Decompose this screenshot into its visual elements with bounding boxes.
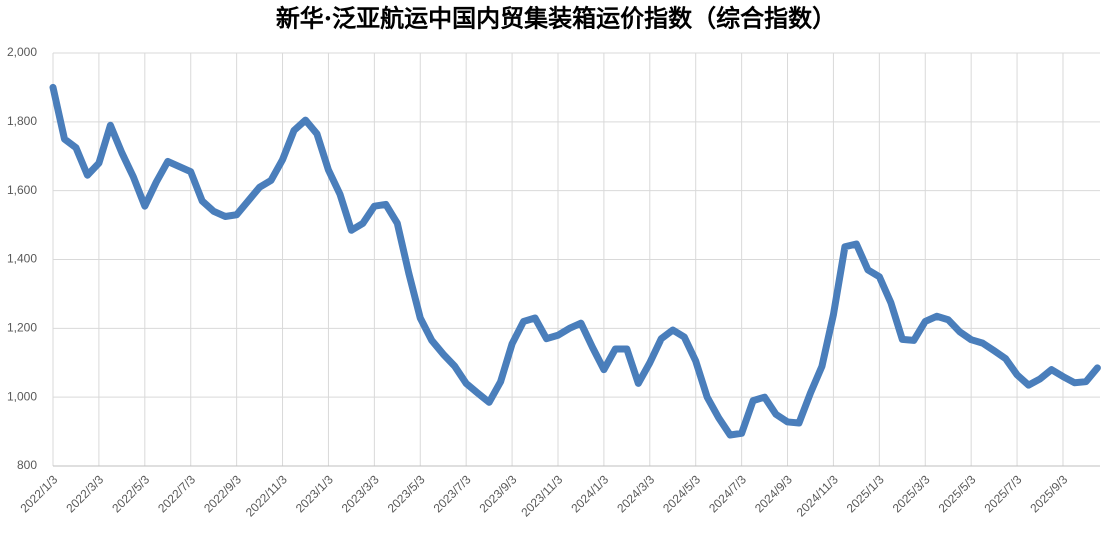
x-tick-label: 2025/1/3: [844, 472, 887, 515]
x-tick-label: 2024/1/3: [568, 472, 611, 515]
y-tick-label: 1,200: [7, 321, 37, 335]
y-tick-label: 1,800: [7, 114, 37, 128]
x-tick-label: 2022/1/3: [17, 472, 60, 515]
y-tick-label: 1,400: [7, 252, 37, 266]
x-tick-label: 2025/7/3: [981, 472, 1024, 515]
x-tick-label: 2024/11/3: [794, 472, 841, 519]
x-tick-label: 2025/5/3: [936, 472, 979, 515]
x-tick-label: 2022/7/3: [155, 472, 198, 515]
x-tick-label: 2024/5/3: [660, 472, 703, 515]
x-tick-label: 2024/3/3: [614, 472, 657, 515]
x-tick-label: 2023/5/3: [385, 472, 428, 515]
x-tick-label: 2022/5/3: [109, 472, 152, 515]
x-tick-label: 2024/7/3: [706, 472, 749, 515]
x-tick-label: 2022/3/3: [63, 472, 106, 515]
x-tick-label: 2023/7/3: [431, 472, 474, 515]
y-tick-label: 2,000: [7, 45, 37, 59]
y-tick-label: 800: [17, 458, 37, 472]
x-tick-label: 2025/3/3: [890, 472, 933, 515]
x-tick-label: 2025/9/3: [1027, 472, 1070, 515]
x-tick-label: 2023/3/3: [339, 472, 382, 515]
x-tick-label: 2024/9/3: [752, 472, 795, 515]
y-tick-label: 1,000: [7, 389, 37, 403]
data-line: [49, 83, 1101, 439]
x-tick-label: 2023/9/3: [477, 472, 520, 515]
x-tick-label: 2023/11/3: [518, 472, 565, 519]
x-tick-label: 2022/9/3: [201, 472, 244, 515]
y-tick-label: 1,600: [7, 183, 37, 197]
chart-title: 新华·泛亚航运中国内贸集装箱运价指数（综合指数）: [276, 4, 836, 33]
x-tick-label: 2022/11/3: [243, 472, 290, 519]
x-tick-label: 2023/1/3: [293, 472, 336, 515]
